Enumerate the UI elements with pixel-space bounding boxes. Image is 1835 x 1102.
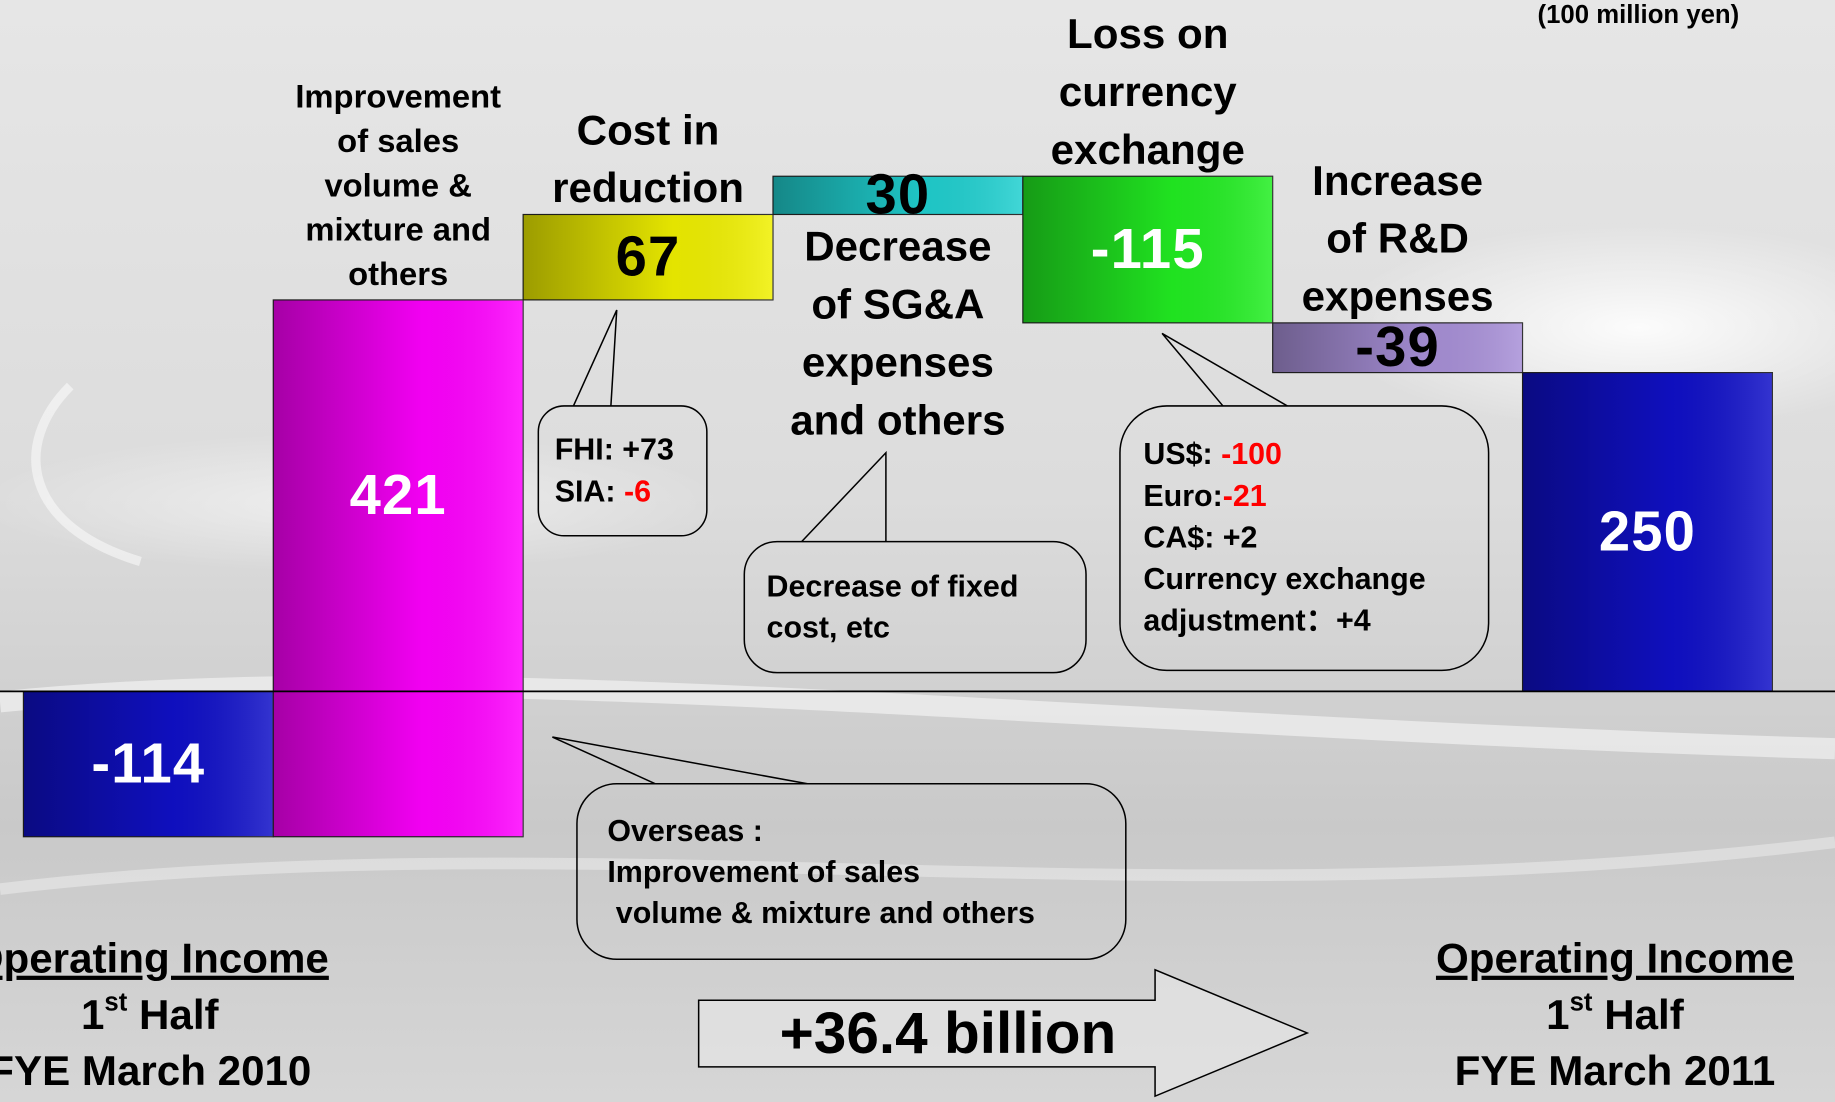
callout-text: Currency exchange	[1143, 562, 1425, 596]
category-label: of R&D	[1326, 215, 1469, 262]
period-suffix: st	[1570, 989, 1593, 1017]
callout-text-part: cost, etc	[767, 610, 890, 644]
total-title: Operating Income	[0, 935, 329, 982]
unit-label: (100 million yen)	[1538, 1, 1740, 29]
bar-shade	[772, 176, 1023, 215]
category-label: Decrease	[804, 223, 991, 270]
category-label: expenses	[1302, 273, 1494, 320]
category-label: reduction	[552, 164, 744, 211]
value-label: -115	[1091, 217, 1205, 280]
callout-text: Overseas :	[607, 814, 763, 848]
callout-box	[576, 783, 1127, 961]
period-part: 1	[81, 991, 104, 1038]
callout-text-part: Improvement of sales	[607, 855, 920, 889]
callout-tail	[801, 450, 887, 543]
callout-text: Euro:-21	[1143, 479, 1266, 513]
callout-text-part: Euro:	[1143, 479, 1222, 513]
background-streak	[0, 675, 1835, 760]
value-label: -39	[1355, 315, 1440, 378]
period-label: FYE March 2010	[0, 1047, 311, 1094]
callout-text: US$: -100	[1143, 437, 1282, 471]
value-label: 421	[350, 463, 447, 526]
callout-highlight: -21	[1223, 479, 1267, 513]
category-label: others	[348, 255, 448, 292]
period-part: Half	[1593, 991, 1685, 1038]
category-label: Cost in	[577, 106, 720, 153]
category-label: exchange	[1051, 126, 1245, 173]
callouts: FHI: +73 SIA: -6 Decrease of fixed cost, et…	[555, 433, 1426, 930]
value-label: 250	[1599, 499, 1696, 562]
callout-text-part: adjustment：+4	[1143, 603, 1370, 637]
category-label: of sales	[337, 122, 459, 159]
callout-text-part: Decrease of fixed	[767, 569, 1019, 603]
callout-text: volume & mixture and others	[607, 896, 1035, 930]
value-label: 67	[616, 225, 681, 288]
category-label: volume &	[324, 166, 471, 203]
callout-tail	[1161, 332, 1288, 407]
category-label: Improvement	[295, 77, 501, 114]
background-streak	[0, 836, 1835, 895]
period-label: 1st Half	[1546, 989, 1685, 1038]
category-label: mixture and	[305, 211, 491, 248]
change-label: +36.4 billion	[780, 1001, 1117, 1066]
callout-box	[743, 540, 1087, 674]
callout-text: Improvement of sales	[607, 855, 920, 889]
callout-text-part: FHI: +73	[555, 433, 674, 467]
category-label: Increase	[1312, 157, 1483, 204]
callout-text: Decrease of fixed	[767, 569, 1019, 603]
callout-text: SIA: -6	[555, 475, 651, 509]
period-suffix: st	[104, 989, 127, 1017]
background-streak	[31, 382, 142, 567]
period-part: Half	[127, 991, 219, 1038]
change-arrow	[697, 968, 1310, 1098]
callout-box	[537, 405, 708, 537]
callout-text-part: Overseas :	[607, 814, 763, 848]
bar-shade	[23, 691, 274, 837]
value-label: -114	[91, 731, 205, 794]
callout-text: adjustment：+4	[1143, 603, 1370, 637]
category-label: expenses	[802, 339, 994, 386]
bars	[22, 175, 1773, 838]
callout-highlight: -100	[1221, 437, 1282, 471]
callout-highlight: -6	[624, 475, 651, 509]
category-label: of SG&A	[811, 281, 984, 328]
callout-text: CA$: +2	[1143, 520, 1257, 554]
category-label: currency	[1059, 68, 1238, 115]
callout-box	[1119, 405, 1490, 672]
bar-shade	[1022, 176, 1273, 323]
callout-tail	[572, 309, 618, 407]
value-label: 30	[865, 163, 930, 226]
labels: -114 421 Improvement of sales volume & mixtur…	[91, 10, 1696, 794]
period-label: 1st Half	[81, 989, 220, 1038]
callout-text-part: Currency exchange	[1143, 562, 1425, 596]
callout-text-part: SIA:	[555, 475, 624, 509]
bar-shade	[273, 299, 524, 837]
category-label: Loss on	[1067, 10, 1228, 57]
total-title: Operating Income	[1436, 935, 1794, 982]
callout-text: cost, etc	[767, 610, 890, 644]
callout-text-part: volume & mixture and others	[607, 896, 1035, 930]
callout-text-part: US$:	[1143, 437, 1221, 471]
callout-tail	[552, 736, 808, 785]
period-part: 1	[1546, 991, 1569, 1038]
callout-text-part: CA$: +2	[1143, 520, 1257, 554]
bar-shade	[1522, 372, 1773, 692]
callout-text: FHI: +73	[555, 433, 674, 467]
category-label: and others	[790, 396, 1005, 443]
bar-shade	[1272, 322, 1523, 373]
bar-shade	[523, 214, 773, 300]
period-label: FYE March 2011	[1455, 1047, 1776, 1094]
